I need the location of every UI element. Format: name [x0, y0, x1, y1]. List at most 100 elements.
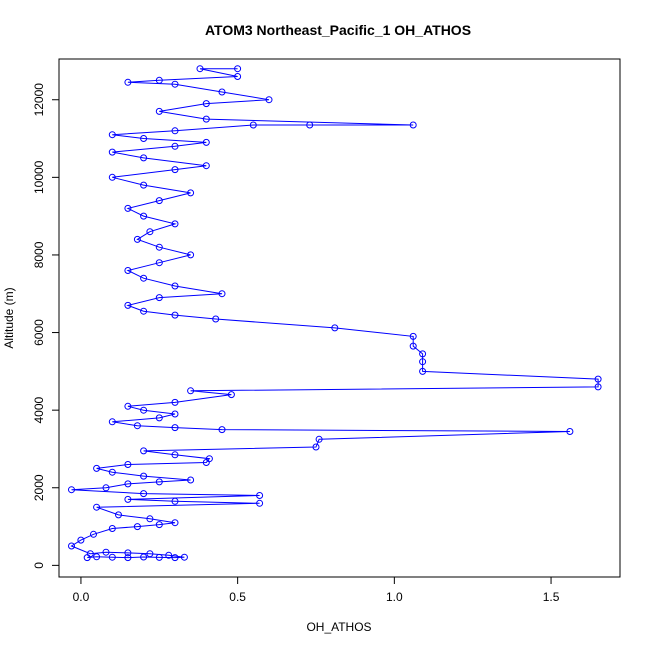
data-point	[409, 121, 417, 129]
data-point	[140, 212, 148, 220]
data-point	[171, 497, 179, 505]
data-point	[234, 65, 242, 73]
data-point	[171, 554, 179, 562]
data-point	[171, 127, 179, 135]
data-point	[409, 342, 417, 350]
data-point	[155, 107, 163, 115]
data-point	[265, 96, 273, 104]
data-point	[155, 521, 163, 529]
y-axis: 0 2000 4000 6000 8000 10000 12000	[32, 83, 60, 569]
data-point	[108, 173, 116, 181]
data-point	[218, 426, 226, 434]
data-point	[171, 311, 179, 319]
series-line	[70, 68, 599, 559]
data-point	[312, 443, 320, 451]
data-point	[108, 468, 116, 476]
data-point	[77, 536, 85, 544]
series-layer	[68, 65, 602, 562]
data-point	[165, 551, 173, 559]
data-point	[196, 65, 204, 73]
data-point	[124, 204, 132, 212]
data-point	[133, 523, 141, 531]
data-point	[133, 422, 141, 430]
data-point	[133, 235, 141, 243]
y-tick-label: 12000	[32, 83, 46, 117]
data-point	[171, 282, 179, 290]
y-tick-label: 10000	[32, 160, 46, 194]
data-point	[140, 135, 148, 142]
data-point	[256, 499, 264, 507]
data-point	[315, 435, 323, 443]
x-tick-label: 1.0	[386, 590, 403, 604]
data-point	[171, 166, 179, 174]
data-point	[86, 550, 94, 558]
data-point	[202, 100, 210, 108]
data-point	[140, 274, 148, 282]
data-point	[234, 73, 242, 80]
data-point	[108, 148, 116, 156]
data-point	[419, 367, 427, 375]
data-point	[140, 307, 148, 315]
data-point	[124, 402, 132, 410]
data-point	[566, 428, 574, 435]
x-axis: 0.0 0.5 1.0 1.5	[73, 576, 560, 604]
data-point	[102, 548, 110, 556]
data-point	[171, 398, 179, 406]
y-tick-label: 2000	[32, 474, 46, 501]
data-point	[108, 525, 116, 532]
data-point	[171, 519, 179, 527]
data-point	[155, 478, 163, 486]
data-point	[187, 476, 195, 484]
data-point	[146, 550, 154, 558]
data-point	[124, 267, 132, 274]
data-point	[171, 80, 179, 88]
data-point	[202, 138, 210, 146]
y-tick-label: 0	[32, 562, 46, 569]
x-axis-label: OH_ATHOS	[306, 620, 371, 634]
data-point	[409, 332, 417, 340]
data-point	[124, 301, 132, 309]
data-point	[419, 350, 427, 358]
data-point	[171, 451, 179, 459]
data-point	[140, 181, 148, 189]
data-point	[140, 472, 148, 480]
x-tick-label: 0.5	[229, 590, 246, 604]
data-point	[202, 115, 210, 123]
data-point	[102, 484, 110, 492]
data-point	[171, 410, 179, 418]
data-point	[419, 358, 427, 366]
chart-title: ATOM3 Northeast_Pacific_1 OH_ATHOS	[205, 22, 471, 38]
data-point	[90, 530, 97, 538]
data-point	[140, 406, 148, 414]
data-point	[124, 554, 132, 562]
data-point	[124, 495, 132, 503]
data-point	[205, 455, 213, 463]
data-point	[249, 121, 257, 129]
data-point	[93, 503, 101, 511]
data-point	[180, 553, 188, 561]
data-point	[93, 553, 101, 561]
data-point	[108, 418, 116, 426]
data-point	[218, 290, 226, 298]
data-point	[256, 492, 264, 499]
data-point	[115, 511, 122, 519]
data-point	[146, 515, 154, 523]
data-point	[171, 220, 179, 228]
data-point	[155, 294, 163, 302]
y-tick-label: 4000	[32, 396, 46, 423]
data-point	[124, 78, 132, 86]
data-point	[202, 162, 210, 170]
data-point	[187, 251, 195, 259]
data-point	[155, 414, 163, 422]
data-point	[155, 76, 163, 84]
data-point	[331, 324, 339, 332]
data-point	[227, 391, 235, 399]
data-point	[218, 88, 226, 96]
x-tick-label: 1.5	[543, 590, 560, 604]
data-point	[140, 490, 148, 498]
data-point	[155, 259, 163, 267]
data-point	[68, 542, 75, 550]
y-tick-label: 6000	[32, 319, 46, 346]
